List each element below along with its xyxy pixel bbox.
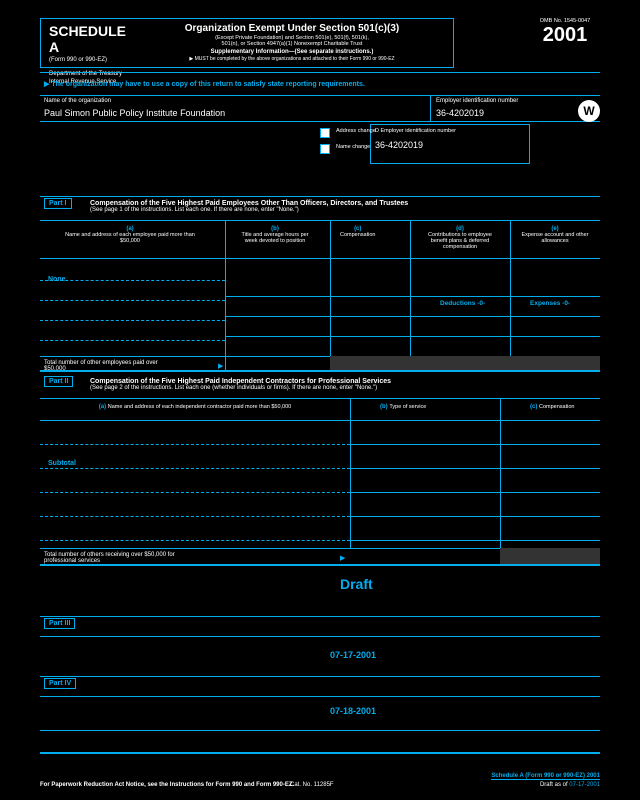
schedule-label: SCHEDULE A — [49, 23, 139, 55]
divider — [350, 540, 600, 541]
supp: Supplementary Information—(See separate … — [139, 49, 445, 55]
org-note: ▶ The organization may have to use a cop… — [44, 80, 365, 88]
p1-col-a: (a)Name and address of each employee pai… — [60, 226, 200, 244]
dashed — [40, 280, 225, 281]
footer-right: Schedule A (Form 990 or 990-EZ) 2001 Dra… — [491, 773, 600, 788]
id-box-value: 36-4202019 — [375, 140, 525, 150]
divider — [40, 398, 600, 399]
checkbox-1[interactable] — [320, 128, 330, 140]
divider — [40, 752, 600, 754]
part2-heading: Compensation of the Five Highest Paid In… — [90, 378, 580, 391]
p2-total-label: Total number of others receiving over $5… — [44, 552, 175, 564]
divider — [40, 220, 600, 221]
p2-row-label: Subtotal — [48, 460, 76, 467]
ein-label: Employer identification number — [436, 98, 518, 104]
form-title: Organization Exempt Under Section 501(c)… — [139, 23, 445, 34]
dashed — [40, 340, 225, 341]
title-box: SCHEDULE A (Form 990 or 990-EZ) Departme… — [40, 18, 454, 68]
p1-ded-label: Deductions -0- — [440, 300, 485, 307]
dashed — [40, 300, 225, 301]
p1-col-e: (e)Expense account and other allowances — [520, 226, 590, 244]
checkbox-2[interactable] — [320, 144, 330, 156]
must: ▶ MUST be completed by the above organiz… — [139, 56, 445, 62]
divider — [350, 492, 600, 493]
divider — [430, 95, 431, 121]
dashed — [40, 516, 350, 517]
divider — [40, 72, 600, 73]
divider — [40, 258, 600, 259]
part1-heading: Compensation of the Five Highest Paid Em… — [90, 200, 580, 213]
watermark-w: W — [578, 100, 600, 122]
divider — [350, 444, 600, 445]
divider — [40, 676, 600, 677]
name-value: Paul Simon Public Policy Institute Found… — [44, 108, 225, 118]
name-label: Name of the organization — [44, 98, 111, 104]
divider — [225, 316, 600, 317]
grey-block — [330, 356, 600, 370]
p2-col-a: (a) Name and address of each independent… — [80, 404, 310, 410]
divider — [40, 420, 600, 421]
part3-label: Part III — [44, 620, 75, 627]
p1-exp-label: Expenses -0- — [530, 300, 570, 307]
divider — [40, 730, 600, 731]
dashed — [40, 540, 350, 541]
id-box-label: D Employer identification number — [375, 128, 525, 134]
divider — [510, 220, 511, 370]
ein-value: 36-4202019 — [436, 108, 484, 118]
id-box: D Employer identification number 36-4202… — [370, 124, 530, 164]
draft-date-1: 07-17-2001 — [330, 650, 376, 660]
p1-col-b: (b)Title and average hours per week devo… — [235, 226, 315, 244]
divider — [225, 220, 226, 370]
divider — [40, 95, 600, 96]
part1-label: Part I — [44, 200, 72, 207]
p1-col-c: (c)Compensation — [340, 226, 375, 238]
form-ref: (Form 990 or 990-EZ) — [49, 57, 139, 63]
p2-col-c: (c) Compensation — [530, 404, 574, 410]
divider — [40, 636, 600, 637]
p1-col-d: (d)Contributions to employee benefit pla… — [420, 226, 500, 250]
footer-cat: Cat. No. 11285F — [290, 782, 334, 788]
p2-col-b: (b) Type of service — [380, 404, 426, 410]
footer-privacy: For Paperwork Reduction Act Notice, see … — [40, 782, 294, 788]
subtitle2: 501(n), or Section 4947(a)(1) Nonexempt … — [139, 41, 445, 47]
divider — [40, 196, 600, 197]
part2-label: Part II — [44, 378, 73, 385]
divider — [40, 616, 600, 617]
divider — [40, 121, 600, 122]
check-label-2: Name change — [336, 144, 370, 150]
dashed — [40, 492, 350, 493]
part4-label: Part IV — [44, 680, 76, 687]
draft-date-2: 07-18-2001 — [330, 706, 376, 716]
dashed — [40, 320, 225, 321]
form-header: SCHEDULE A (Form 990 or 990-EZ) Departme… — [40, 18, 600, 68]
divider — [40, 564, 600, 566]
grey-block — [500, 548, 600, 564]
divider — [40, 696, 600, 697]
divider — [225, 336, 600, 337]
divider — [330, 220, 331, 370]
check-label-1: Address change — [336, 128, 376, 134]
divider — [410, 220, 411, 370]
divider — [225, 296, 600, 297]
year: 2001 — [530, 24, 600, 47]
divider — [40, 370, 600, 372]
divider — [350, 516, 600, 517]
dashed — [40, 468, 350, 469]
dashed — [40, 444, 350, 445]
divider — [350, 468, 600, 469]
draft-label: Draft — [340, 576, 373, 592]
year-box: OMB No. 1545-0047 2001 — [530, 18, 600, 47]
